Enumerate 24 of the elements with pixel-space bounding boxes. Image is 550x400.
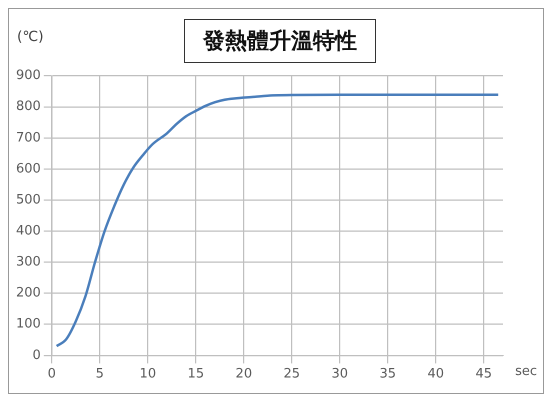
y-tick-label: 800 (16, 99, 41, 114)
y-axis-title: (℃) (17, 29, 44, 45)
x-tick-label: 30 (332, 366, 348, 382)
x-tick-label: 0 (48, 366, 56, 382)
x-tick-label: 25 (284, 366, 300, 382)
y-tick-label: 100 (16, 316, 41, 332)
x-tick-label: 40 (428, 366, 444, 382)
y-tick-label: 300 (16, 254, 41, 270)
y-tick-label: 400 (16, 224, 41, 239)
x-tick-label: 15 (188, 366, 204, 382)
y-tick-label: 700 (16, 130, 41, 146)
x-tick-label: 10 (140, 366, 156, 382)
x-tick-label: 45 (476, 366, 492, 382)
y-tick-label: 200 (16, 286, 41, 301)
x-axis-title: sec (515, 364, 537, 379)
x-tick-label: 20 (236, 366, 252, 382)
y-tick-label: 500 (16, 192, 41, 208)
y-tick-label: 600 (16, 161, 41, 176)
x-tick-label: 5 (96, 366, 104, 382)
chart-title: 發熱體升溫特性 (184, 19, 376, 63)
y-tick-label: 0 (32, 348, 41, 363)
line-series (55, 94, 500, 348)
y-tick-label: 900 (16, 68, 41, 84)
x-tick-label: 35 (380, 366, 396, 382)
